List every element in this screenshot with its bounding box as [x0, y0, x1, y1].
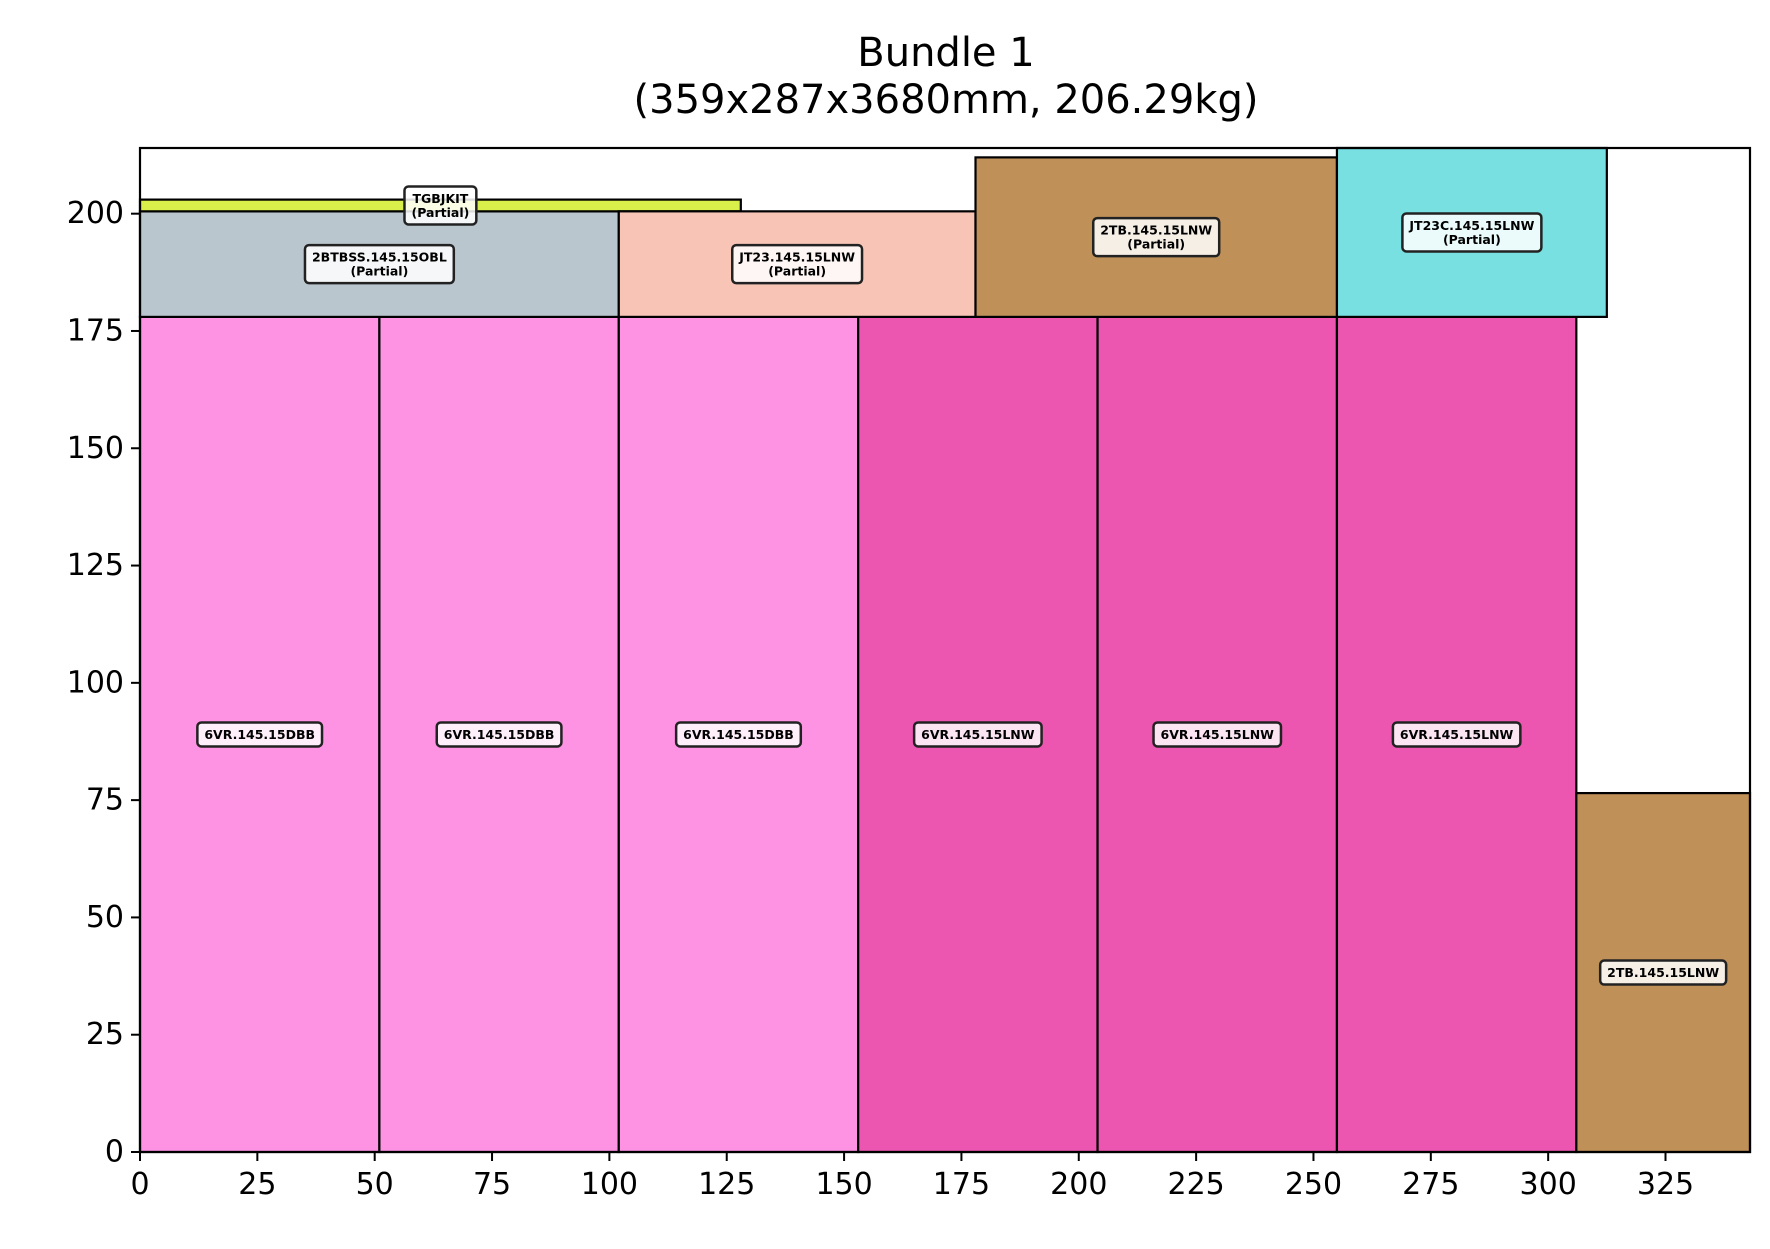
x-tick-label: 275: [1402, 1167, 1459, 1202]
box-label-8: TGBJKIT(Partial): [403, 185, 478, 226]
x-tick-label: 225: [1167, 1167, 1224, 1202]
box-label-note-9: (Partial): [768, 264, 826, 279]
chart-subtitle: (359x287x3680mm, 206.29kg): [634, 77, 1259, 123]
box-label-name-3: 6VR.145.15LNW: [921, 727, 1035, 742]
box-label-note-11: (Partial): [1443, 232, 1501, 247]
box-label-name-11: JT23C.145.15LNW: [1408, 218, 1534, 233]
box-label-note-8: (Partial): [411, 205, 469, 220]
x-tick-label: 150: [815, 1167, 872, 1202]
box-label-2: 6VR.145.15DBB: [674, 721, 803, 748]
box-label-name-9: JT23.145.15LNW: [738, 250, 855, 265]
y-tick-label: 200: [67, 196, 124, 231]
box-label-name-7: 2BTBSS.145.15OBL: [312, 250, 447, 265]
box-label-name-10: 2TB.145.15LNW: [1100, 223, 1212, 238]
x-tick-label: 200: [1050, 1167, 1107, 1202]
box-label-name-4: 6VR.145.15LNW: [1161, 727, 1275, 742]
plot-frame: [138, 146, 1752, 1154]
box-label-bg-2: [674, 721, 803, 748]
box-label-3: 6VR.145.15LNW: [912, 721, 1043, 748]
box-label-note-10: (Partial): [1127, 237, 1185, 252]
x-tick-label: 50: [356, 1167, 394, 1202]
box-label-bg-9: [731, 243, 864, 285]
axes-layer: 0 25 50 75 100 125 150 175 200 225 250 275 300 325 0 25…: [67, 146, 1752, 1202]
box-label-6: 2TB.145.15LNW: [1598, 959, 1728, 986]
y-tick-label: 50: [86, 900, 124, 935]
x-tick-label: 100: [581, 1167, 638, 1202]
y-tick-label: 150: [67, 431, 124, 466]
y-tick-label: 0: [105, 1135, 124, 1170]
y-tick-label: 75: [86, 783, 124, 818]
x-tick-label: 325: [1637, 1167, 1694, 1202]
box-label-name-2: 6VR.145.15DBB: [683, 727, 794, 742]
x-tick-label: 25: [238, 1167, 276, 1202]
y-tick-label: 100: [67, 665, 124, 700]
box-label-bg-5: [1391, 721, 1522, 748]
box-label-name-8: TGBJKIT: [412, 191, 468, 206]
box-label-7: 2BTBSS.145.15OBL(Partial): [303, 243, 456, 285]
box-label-bg-4: [1152, 721, 1283, 748]
box-label-bg-0: [196, 721, 324, 748]
box-label-name-5: 6VR.145.15LNW: [1400, 727, 1514, 742]
x-tick-label: 300: [1520, 1167, 1577, 1202]
x-tick-label: 0: [130, 1167, 149, 1202]
box-label-bg-11: [1401, 212, 1543, 253]
box-label-5: 6VR.145.15LNW: [1391, 721, 1522, 748]
box-label-name-1: 6VR.145.15DBB: [444, 727, 555, 742]
box-label-0: 6VR.145.15DBB: [196, 721, 324, 748]
box-label-bg-6: [1598, 959, 1728, 986]
box-label-note-7: (Partial): [350, 264, 408, 279]
box-label-bg-3: [912, 721, 1043, 748]
x-tick-label: 125: [698, 1167, 755, 1202]
box-label-bg-10: [1091, 216, 1221, 258]
y-tick-label: 25: [86, 1017, 124, 1052]
box-label-name-0: 6VR.145.15DBB: [204, 727, 315, 742]
y-tick-label: 175: [67, 313, 124, 348]
box-label-11: JT23C.145.15LNW(Partial): [1401, 212, 1543, 253]
box-label-bg-1: [435, 721, 563, 748]
box-label-9: JT23.145.15LNW(Partial): [731, 243, 864, 285]
y-tick-label: 125: [67, 548, 124, 583]
x-tick-label: 175: [933, 1167, 990, 1202]
box-label-4: 6VR.145.15LNW: [1152, 721, 1283, 748]
box-label-bg-7: [303, 243, 456, 285]
box-label-name-6: 2TB.145.15LNW: [1607, 965, 1719, 980]
x-tick-label: 250: [1285, 1167, 1342, 1202]
labels-layer: 6VR.145.15DBB 6VR.145.15DBB 6VR.145.15DBB 6…: [196, 185, 1728, 986]
boxes-layer: [138, 146, 1752, 1154]
box-label-bg-8: [403, 185, 478, 226]
chart-title: Bundle 1: [857, 30, 1034, 76]
box-label-10: 2TB.145.15LNW(Partial): [1091, 216, 1221, 258]
box-label-1: 6VR.145.15DBB: [435, 721, 563, 748]
x-tick-label: 75: [473, 1167, 511, 1202]
